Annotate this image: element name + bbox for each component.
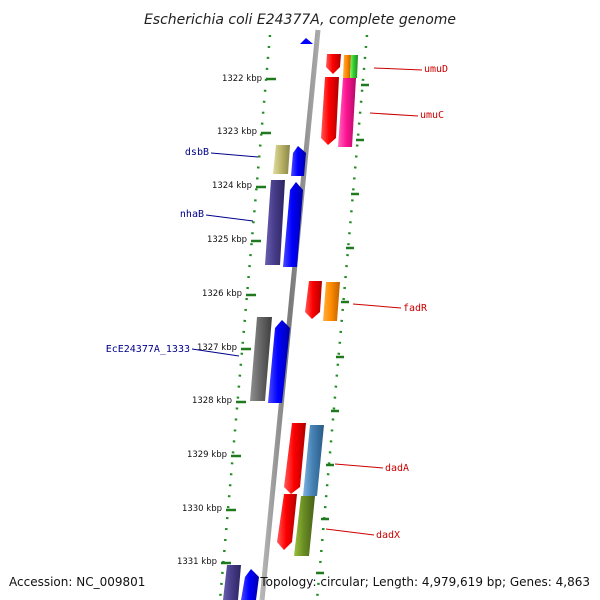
tick-label: 1324 kbp [212, 181, 252, 191]
gene-label-dsbB[interactable]: dsbB [185, 147, 209, 158]
tick-label: 1328 kbp [192, 396, 232, 406]
tick-label: 1325 kbp [207, 235, 247, 245]
leader-line [373, 67, 423, 71]
tick-label: 1329 kbp [187, 450, 227, 460]
tick-label: 1327 kbp [197, 343, 237, 353]
tick-label: 1322 kbp [222, 74, 262, 84]
gene-label-EcE24377A_1333[interactable]: EcE24377A_1333 [106, 344, 190, 355]
leader-line [325, 528, 375, 536]
forward-genes [277, 54, 358, 556]
gene-nhaB-feature[interactable] [265, 180, 285, 265]
gene-dadA-feature[interactable] [284, 423, 306, 494]
leader-line [210, 152, 259, 158]
leader-line [352, 303, 402, 309]
gene-umuD-feature[interactable] [326, 54, 341, 74]
gene-labels: umuD umuC dsbB nhaB fadR EcE24377A_1333 … [106, 64, 448, 541]
genome-backbone [259, 29, 321, 600]
gene-fadR-feature-orange[interactable] [323, 282, 340, 321]
gene-EcE24377A_1333-feature-blue[interactable] [268, 320, 290, 403]
tick-labels: 1322 kbp 1323 kbp 1324 kbp 1325 kbp 1326… [177, 74, 262, 567]
gene-label-umuD[interactable]: umuD [424, 64, 448, 75]
tick-label: 1330 kbp [182, 504, 222, 514]
tick-label: 1326 kbp [202, 289, 242, 299]
gene-dsbB-feature[interactable] [273, 145, 290, 174]
genome-summary-text: Topology: circular; Length: 4,979,619 bp… [259, 575, 590, 589]
gene-label-dadX[interactable]: dadX [376, 530, 400, 541]
leader-line [191, 348, 240, 357]
gene-nhaB-feature-blue[interactable] [283, 182, 303, 267]
gene-umuC-feature[interactable] [321, 77, 339, 145]
gene-label-fadR[interactable]: fadR [403, 303, 428, 314]
gene-label-nhaB[interactable]: nhaB [180, 209, 204, 220]
tick-marks [221, 77, 369, 575]
gene-dadX-feature-olive[interactable] [294, 496, 315, 556]
leader-line [205, 214, 254, 222]
gene-label-umuC[interactable]: umuC [420, 110, 444, 121]
gene-feature-green[interactable] [350, 55, 358, 78]
gene-feature-orange[interactable] [343, 55, 351, 78]
gene-dadX-feature[interactable] [277, 494, 297, 550]
gene-feature-slate-bottom[interactable] [223, 565, 241, 600]
gene-EcE24377A_1333-feature[interactable] [250, 317, 272, 401]
label-leader-lines [191, 67, 423, 536]
gene-label-dadA[interactable]: dadA [385, 463, 409, 474]
map-title: Escherichia coli E24377A, complete genom… [144, 12, 456, 28]
reverse-genes [223, 145, 306, 600]
gene-feature-pink[interactable] [338, 78, 356, 147]
accession-text: Accession: NC_009801 [9, 575, 145, 589]
gene-feature-blue-bottom[interactable] [241, 569, 259, 600]
tick-label: 1323 kbp [217, 127, 257, 137]
tick-label: 1331 kbp [177, 557, 217, 567]
leader-line [369, 112, 419, 117]
gene-fadR-feature-red[interactable] [305, 281, 322, 319]
gene-dsbB-feature-blue[interactable] [291, 146, 306, 176]
gene-dadA-feature-steel[interactable] [303, 425, 324, 496]
origin-marker-icon [300, 38, 313, 44]
leader-line [334, 463, 384, 469]
